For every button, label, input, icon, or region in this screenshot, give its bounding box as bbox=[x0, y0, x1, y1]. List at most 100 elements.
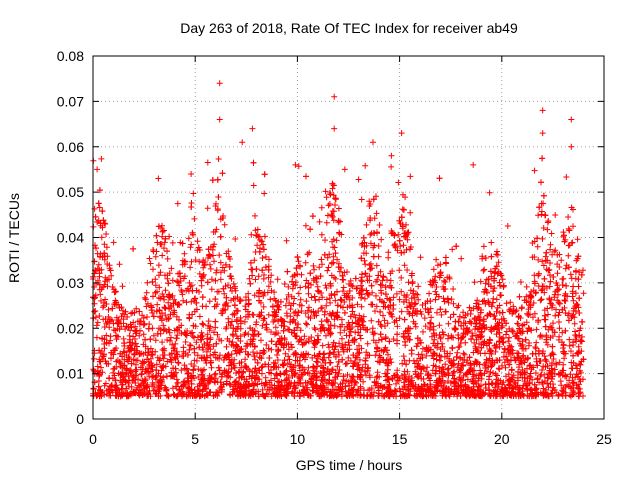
data-point bbox=[263, 322, 269, 328]
data-point bbox=[251, 353, 257, 359]
data-point bbox=[558, 378, 564, 384]
data-point bbox=[274, 352, 280, 358]
data-point bbox=[213, 371, 219, 377]
data-point bbox=[303, 320, 309, 326]
data-point bbox=[317, 219, 323, 225]
chart-title: Day 263 of 2018, Rate Of TEC Index for r… bbox=[180, 20, 518, 36]
data-point bbox=[96, 378, 102, 384]
data-point bbox=[380, 313, 386, 319]
data-point bbox=[474, 297, 480, 303]
data-point bbox=[299, 272, 305, 278]
data-point bbox=[569, 365, 575, 371]
data-point bbox=[575, 236, 581, 242]
data-point bbox=[362, 163, 368, 169]
data-point bbox=[258, 337, 264, 343]
data-point bbox=[533, 345, 539, 351]
data-point bbox=[251, 312, 257, 318]
data-point bbox=[542, 357, 548, 363]
data-point bbox=[303, 283, 309, 289]
data-point bbox=[184, 299, 190, 305]
data-point bbox=[541, 193, 547, 199]
data-point bbox=[295, 321, 301, 327]
data-point bbox=[325, 255, 331, 261]
data-point bbox=[303, 298, 309, 304]
data-point bbox=[533, 340, 539, 346]
data-point bbox=[481, 267, 487, 273]
data-point bbox=[535, 212, 541, 218]
data-point bbox=[111, 239, 117, 245]
data-point bbox=[559, 276, 565, 282]
data-point bbox=[437, 175, 443, 181]
data-point bbox=[183, 339, 189, 345]
data-point bbox=[400, 206, 406, 212]
data-point bbox=[378, 331, 384, 337]
data-point bbox=[349, 373, 355, 379]
data-point bbox=[102, 297, 108, 303]
data-point bbox=[468, 311, 474, 317]
data-point bbox=[222, 222, 228, 228]
data-point bbox=[535, 244, 541, 250]
data-point bbox=[362, 261, 368, 267]
data-point bbox=[500, 310, 506, 316]
data-point bbox=[248, 232, 254, 238]
data-point bbox=[212, 319, 218, 325]
data-point bbox=[335, 309, 341, 315]
data-point bbox=[495, 252, 501, 258]
data-point bbox=[284, 238, 290, 244]
data-point bbox=[537, 297, 543, 303]
data-point bbox=[197, 314, 203, 320]
data-point bbox=[409, 280, 415, 286]
data-point bbox=[310, 364, 316, 370]
data-point bbox=[251, 257, 257, 263]
data-point bbox=[426, 291, 432, 297]
data-point bbox=[420, 329, 426, 335]
data-point bbox=[576, 295, 582, 301]
data-point bbox=[443, 309, 449, 315]
data-point bbox=[273, 324, 279, 330]
data-point bbox=[346, 333, 352, 339]
data-point bbox=[106, 375, 112, 381]
data-point bbox=[246, 276, 252, 282]
data-point bbox=[443, 255, 449, 261]
data-point bbox=[364, 222, 370, 228]
data-point bbox=[543, 250, 549, 256]
data-point bbox=[373, 293, 379, 299]
data-point bbox=[205, 279, 211, 285]
data-point bbox=[257, 245, 263, 251]
data-point bbox=[93, 245, 99, 251]
data-point bbox=[427, 326, 433, 332]
data-point bbox=[401, 207, 407, 213]
data-point bbox=[331, 182, 337, 188]
data-point bbox=[91, 368, 97, 374]
data-point bbox=[422, 315, 428, 321]
data-point bbox=[165, 280, 171, 286]
data-point bbox=[252, 213, 258, 219]
data-point bbox=[312, 297, 318, 303]
data-point bbox=[359, 286, 365, 292]
data-point bbox=[156, 262, 162, 268]
data-point bbox=[98, 365, 104, 371]
data-point bbox=[363, 349, 369, 355]
data-point bbox=[472, 326, 478, 332]
data-point bbox=[472, 279, 478, 285]
data-point bbox=[170, 240, 176, 246]
data-point bbox=[489, 381, 495, 387]
data-point bbox=[453, 326, 459, 332]
data-point bbox=[301, 333, 307, 339]
data-point bbox=[133, 341, 139, 347]
data-point bbox=[535, 257, 541, 263]
data-point bbox=[550, 320, 556, 326]
data-point bbox=[305, 365, 311, 371]
data-point bbox=[216, 156, 222, 162]
data-point bbox=[307, 270, 313, 276]
data-point bbox=[166, 315, 172, 321]
data-point bbox=[581, 290, 587, 296]
data-point bbox=[552, 313, 558, 319]
data-point bbox=[505, 223, 511, 229]
data-point bbox=[270, 303, 276, 309]
data-point bbox=[579, 319, 585, 325]
data-point bbox=[368, 318, 374, 324]
data-point bbox=[542, 212, 548, 218]
data-point bbox=[323, 282, 329, 288]
data-point bbox=[144, 280, 150, 286]
